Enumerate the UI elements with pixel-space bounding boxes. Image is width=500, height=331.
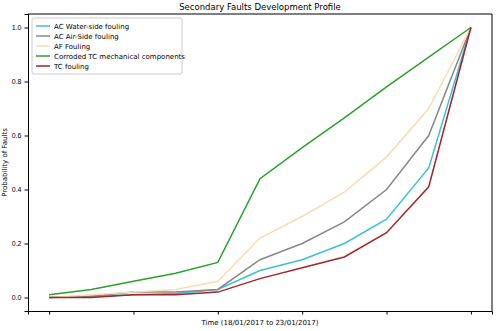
x-tick xyxy=(49,311,50,315)
x-tick-mark xyxy=(387,311,388,315)
y-tick: 0.8 xyxy=(12,78,28,85)
y-tick-label: 1.0 xyxy=(12,24,22,31)
legend: AC Water-side fouling AC Air-Side fouling… xyxy=(32,18,185,74)
legend-swatch xyxy=(36,65,50,67)
x-axis xyxy=(29,311,493,315)
y-tick-label: 0.0 xyxy=(12,294,22,301)
y-tick: 0.2 xyxy=(12,240,28,247)
x-axis-title: Time (18/01/2017 to 23/01/2017) xyxy=(201,319,319,327)
legend-swatch xyxy=(36,55,50,57)
x-tick xyxy=(302,311,303,315)
legend-label: AC Water-side fouling xyxy=(54,23,129,31)
x-tick xyxy=(387,311,388,315)
plot-area: 0.00.20.40.60.81.0AC Water-side foulingA… xyxy=(12,14,493,315)
x-tick xyxy=(218,311,219,315)
legend-label: AF Fouling xyxy=(54,43,90,51)
legend-swatch xyxy=(36,45,50,47)
x-tick-mark xyxy=(133,311,134,315)
y-tick: 1.0 xyxy=(12,24,28,31)
y-tick: 0.4 xyxy=(12,186,28,193)
legend-box xyxy=(32,18,182,74)
y-axis-line xyxy=(25,15,29,312)
y-tick-mark xyxy=(25,244,29,245)
legend-swatch xyxy=(36,25,50,27)
x-tick xyxy=(471,311,472,315)
frame xyxy=(492,14,493,311)
y-tick-label: 0.4 xyxy=(12,186,22,193)
x-axis-line xyxy=(29,312,493,315)
y-tick-label: 0.6 xyxy=(12,132,22,139)
y-axis: 0.0 0.2 0.4 0.6 0.8 1.0 xyxy=(12,15,29,312)
legend-swatch xyxy=(36,35,50,37)
legend-label: TC fouling xyxy=(53,63,89,71)
y-tick-label: 0.2 xyxy=(12,240,22,247)
x-tick xyxy=(133,311,134,315)
y-tick-mark xyxy=(25,298,29,299)
y-axis-title: Probability of Faults xyxy=(1,128,9,197)
y-tick: 0.6 xyxy=(12,132,28,139)
x-tick-mark xyxy=(471,311,472,315)
legend-label: Corroded TC mechanical components xyxy=(54,53,185,61)
title: Secondary Faults Development Profile xyxy=(179,2,341,12)
y-tick-mark xyxy=(25,28,29,29)
frame xyxy=(28,14,492,15)
y-tick-mark xyxy=(25,136,29,137)
y-tick-mark xyxy=(25,190,29,191)
y-tick: 0.0 xyxy=(12,294,28,301)
x-tick-mark xyxy=(218,311,219,315)
x-tick-mark xyxy=(49,311,50,315)
chart: 0.00.20.40.60.81.0AC Water-side foulingA… xyxy=(0,0,500,331)
legend-label: AC Air-Side fouling xyxy=(54,33,119,41)
y-tick-label: 0.8 xyxy=(12,78,22,85)
y-tick-mark xyxy=(25,82,29,83)
x-tick-mark xyxy=(302,311,303,315)
